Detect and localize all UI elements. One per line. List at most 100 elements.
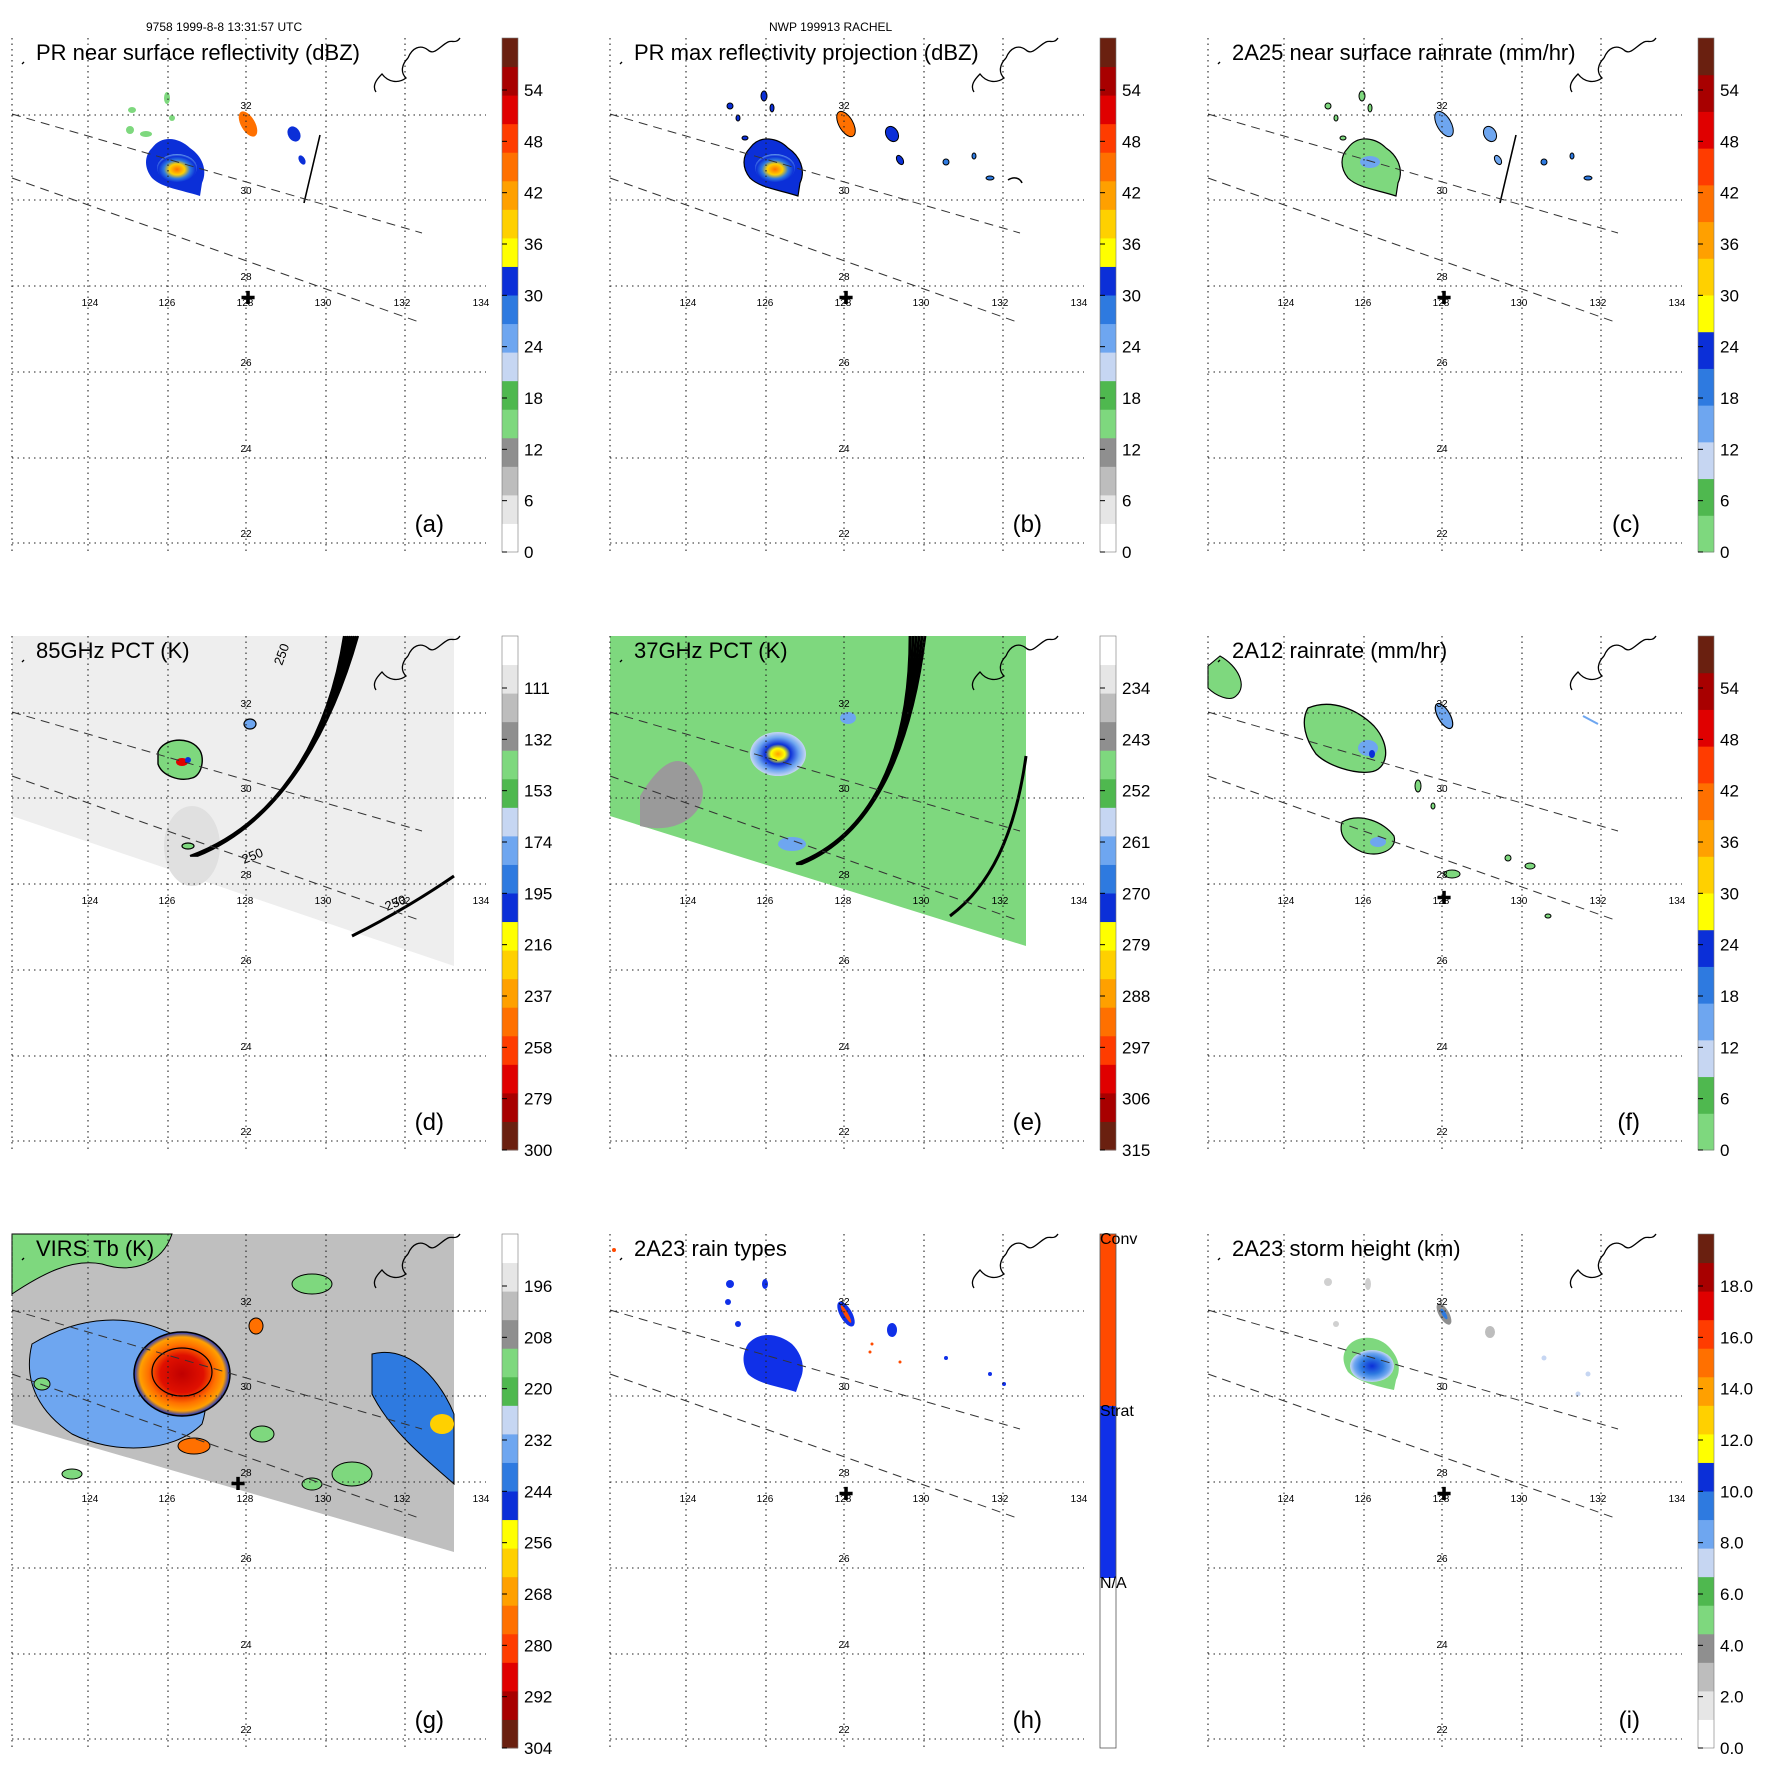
panel-tag: (a) (415, 511, 444, 538)
panel-title: VIRS Tb (K) (36, 1236, 154, 1261)
swath-edges (11, 1309, 423, 1520)
contour-arc (800, 635, 927, 866)
panel-title: 85GHz PCT (K) (36, 638, 190, 663)
lat-label: 32 (838, 101, 850, 112)
coastline-kyushu (1569, 1233, 1657, 1289)
colorbar-segment (1100, 523, 1116, 553)
swath-edge-south (609, 177, 1021, 324)
colorbar-segment (1100, 38, 1116, 68)
cloud-band (371, 1352, 455, 1486)
storm-info: NWP 199913 RACHEL (769, 20, 893, 34)
colorbar-segment (502, 1319, 518, 1349)
lat-label: 24 (1436, 1042, 1448, 1053)
lon-label: 132 (394, 298, 411, 309)
band-echo-cell (836, 110, 856, 138)
colorbar-segment (1100, 266, 1116, 296)
colorbar-label: 288 (1122, 987, 1150, 1006)
colorbar-segment (502, 1462, 518, 1492)
colorbar-segment (1100, 693, 1116, 723)
colorbar-segment (1698, 1262, 1714, 1292)
colorbar-segment (502, 266, 518, 296)
colorbar-label: 0.0 (1720, 1739, 1744, 1758)
colorbar-segment (502, 323, 518, 353)
lat-label: 30 (240, 186, 252, 197)
lat-label: 30 (240, 784, 252, 795)
lat-label: 32 (240, 101, 252, 112)
colorbar-label: 304 (524, 1739, 552, 1758)
colorbar-label: 208 (524, 1328, 552, 1347)
echo-cell (126, 126, 134, 134)
swath-edge-north (1207, 1309, 1619, 1430)
colorbar-label: 30 (1720, 286, 1739, 305)
lon-label: 128 (835, 298, 852, 309)
colorbar-segment (1100, 921, 1116, 951)
swath-edge-north (1207, 113, 1619, 234)
colorbar: 196 208 220 232 244 256 268 280 292 304 (501, 1233, 552, 1758)
lon-label: 132 (992, 298, 1009, 309)
colorbar-segment (1698, 1405, 1714, 1435)
colorbar-label: 18 (524, 389, 543, 408)
colorbar-segment (1100, 636, 1116, 666)
edge-contour (181, 842, 195, 850)
pct37-field (610, 635, 1028, 946)
colorbar-segment (502, 523, 518, 553)
edge-scattering (778, 837, 806, 851)
colorbar-segment (1698, 1462, 1714, 1492)
coastline (1217, 1233, 1657, 1289)
panel-tag: (e) (1013, 1109, 1042, 1136)
lon-label: 124 (82, 298, 99, 309)
lon-label: 128 (835, 1494, 852, 1505)
coastline-fragment (21, 1257, 25, 1261)
lat-lon-grid: 32 30 28 26 24 22 124 126 128 130 132 134 (11, 1234, 490, 1748)
orbit-info: 9758 1999-8-8 13:31:57 UTC (146, 20, 303, 34)
colorbar-segment (1698, 38, 1714, 76)
colorbar-label: 132 (524, 730, 552, 749)
lon-label: 124 (82, 1494, 99, 1505)
swath-edges (1207, 711, 1619, 922)
band-echo-cell (1434, 110, 1454, 138)
lon-label: 126 (159, 896, 176, 907)
lat-label: 32 (838, 699, 850, 710)
colorbar-label: 14.0 (1720, 1380, 1753, 1399)
small-rain (1582, 715, 1599, 725)
convective-rain (898, 1360, 902, 1364)
lat-label: 26 (240, 956, 252, 967)
colorbar: 111 132 153 174 195 216 237 258 279 300 (501, 635, 552, 1160)
colorbar-segment (1698, 258, 1714, 296)
echo-cell (1414, 779, 1422, 793)
lon-label: 132 (992, 896, 1009, 907)
colorbar-label: N/A (1100, 1575, 1127, 1592)
echo-cell (301, 1477, 323, 1491)
lat-label: 22 (1436, 1127, 1448, 1138)
lat-label: 24 (240, 1042, 252, 1053)
lon-label: 124 (680, 896, 697, 907)
colorbar-label: 24 (1122, 338, 1141, 357)
colorbar-segment (1100, 437, 1116, 467)
colorbar-segment (502, 466, 518, 496)
rain-core (1360, 156, 1380, 168)
lat-label: 24 (838, 444, 850, 455)
colorbar-label: 220 (524, 1380, 552, 1399)
colorbar-segment (502, 152, 518, 182)
colorbar-label: 12 (1720, 440, 1739, 459)
convective-rain (840, 1305, 852, 1323)
lon-label: 126 (159, 298, 176, 309)
colorbar-segment (1698, 515, 1714, 553)
panel-tag: (f) (1617, 1109, 1640, 1136)
colorbar-segment (502, 38, 518, 68)
colorbar-label: Strat (1100, 1403, 1134, 1420)
coastline (1217, 37, 1657, 93)
lon-label: 132 (394, 896, 411, 907)
panel-tag: (c) (1612, 511, 1640, 538)
echo-cell (971, 152, 977, 160)
colorbar-segment (502, 835, 518, 865)
colorbar-segment (502, 1690, 518, 1720)
colorbar-label: 36 (524, 235, 543, 254)
colorbar: 54 48 42 36 30 24 18 12 6 0 (501, 37, 543, 562)
height-field (1324, 1278, 1591, 1397)
colorbar-segment (1100, 209, 1116, 239)
coastline-kyushu (373, 635, 461, 691)
lat-label: 32 (1436, 699, 1448, 710)
storm-height-core (1350, 1350, 1394, 1382)
coastline (1217, 635, 1657, 691)
